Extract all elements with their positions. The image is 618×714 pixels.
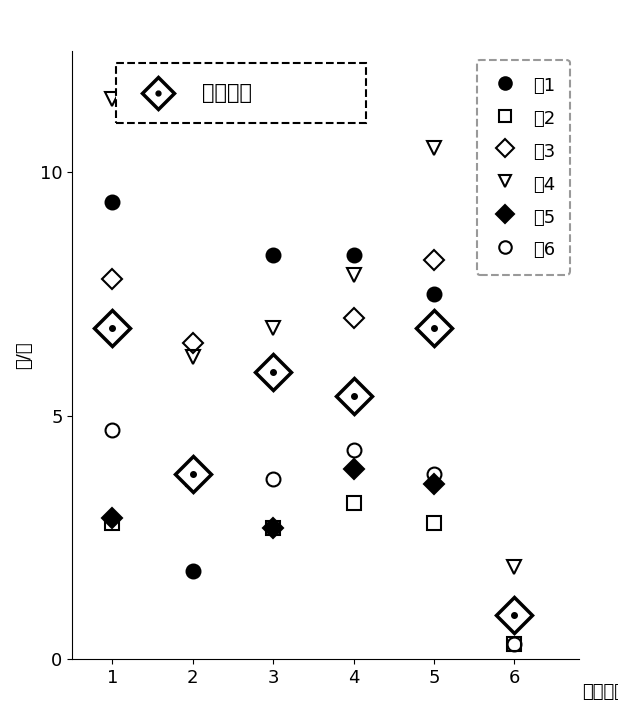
- 犬4: [269, 324, 277, 333]
- 犬5: [430, 480, 438, 488]
- 犬5: [350, 465, 357, 473]
- Line: 犬1: 犬1: [106, 195, 521, 618]
- Line: 犬6: 犬6: [106, 423, 521, 651]
- 犬1: [269, 251, 277, 259]
- 犬3: [189, 338, 197, 347]
- 犬5: [109, 513, 116, 522]
- 犬4: [189, 353, 197, 361]
- 犬4: [350, 271, 357, 279]
- 犬1: [109, 197, 116, 206]
- 犬4: [109, 95, 116, 104]
- 犬1: [189, 567, 197, 575]
- 犬2: [269, 523, 277, 532]
- 犬3: [109, 275, 116, 283]
- 犬6: [269, 475, 277, 483]
- 犬1: [350, 251, 357, 259]
- 犬3: [350, 314, 357, 323]
- 犬6: [430, 470, 438, 478]
- 犬2: [350, 499, 357, 508]
- 犬5: [269, 523, 277, 532]
- 犬2: [109, 518, 116, 527]
- 犬2: [510, 640, 518, 649]
- Legend: 犬1, 犬2, 犬3, 犬4, 犬5, 犬6: 犬1, 犬2, 犬3, 犬4, 犬5, 犬6: [477, 60, 570, 275]
- 犬4: [510, 562, 518, 570]
- 犬6: [189, 475, 197, 483]
- 犬1: [430, 290, 438, 298]
- 犬5: [510, 611, 518, 620]
- 犬1: [510, 606, 518, 615]
- 犬2: [430, 518, 438, 527]
- 犬6: [510, 640, 518, 649]
- Y-axis label: 回/分: 回/分: [15, 341, 33, 368]
- 犬4: [430, 144, 438, 152]
- 犬2: [189, 475, 197, 483]
- Line: 犬4: 犬4: [106, 92, 521, 573]
- Text: 全体平均: 全体平均: [202, 83, 252, 103]
- Line: 犬3: 犬3: [106, 253, 441, 350]
- FancyBboxPatch shape: [116, 63, 366, 123]
- 犬6: [350, 446, 357, 454]
- X-axis label: ステップ: ステップ: [582, 683, 618, 701]
- Line: 犬5: 犬5: [106, 462, 521, 622]
- 犬3: [430, 256, 438, 264]
- 犬6: [109, 426, 116, 435]
- 犬5: [189, 470, 197, 478]
- Line: 犬2: 犬2: [106, 472, 521, 651]
